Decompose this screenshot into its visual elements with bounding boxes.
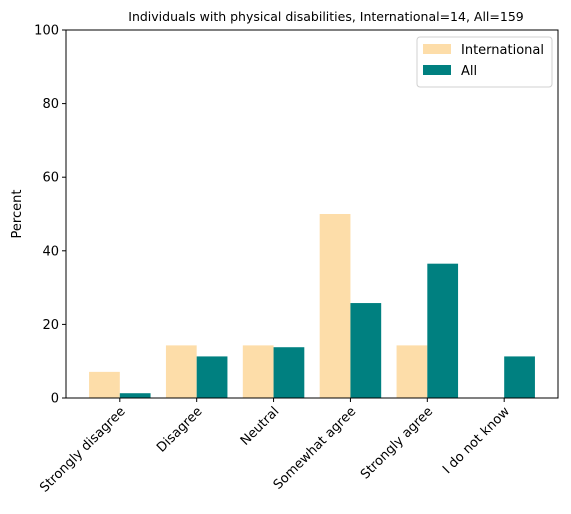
y-axis-label: Percent <box>10 190 25 239</box>
x-tick-label-2: Neutral <box>238 404 283 449</box>
legend-swatch-international <box>423 44 451 54</box>
x-tick-label-1: Disagree <box>154 404 205 455</box>
bar-international-4 <box>396 345 428 398</box>
bar-all-1 <box>196 356 228 398</box>
bar-all-0 <box>119 393 151 398</box>
y-tick-label-80: 80 <box>42 97 59 112</box>
y-tick-label-0: 0 <box>51 392 59 407</box>
x-tick-label-0: Strongly disagree <box>37 404 128 495</box>
y-tick-label-40: 40 <box>42 244 59 259</box>
y-tick-label-60: 60 <box>42 171 59 186</box>
axes-group: 0 20 40 60 80 100 Strongly disagree Disagree Neu… <box>34 24 559 496</box>
chart-title: Individuals with physical disabilities, … <box>128 9 524 24</box>
bar-international-3 <box>319 214 351 398</box>
bar-all-3 <box>350 303 382 398</box>
bars-group <box>89 214 535 398</box>
legend-label-international: International <box>461 43 544 58</box>
x-tick-label-3: Somewhat agree <box>271 404 360 493</box>
x-tick-label-5: I do not know <box>440 404 513 477</box>
bar-all-5 <box>504 356 535 398</box>
plot-frame <box>65 29 559 399</box>
bar-international-0 <box>89 371 120 398</box>
legend-label-all: All <box>461 64 477 79</box>
bar-international-1 <box>165 345 197 398</box>
legend: International All <box>416 36 553 88</box>
y-tick-label-20: 20 <box>42 318 59 333</box>
bar-all-2 <box>273 347 305 398</box>
bar-international-2 <box>242 345 274 398</box>
y-tick-label-100: 100 <box>34 24 59 39</box>
x-tick-label-4: Strongly agree <box>358 404 436 482</box>
legend-swatch-all <box>423 65 451 75</box>
bar-all-4 <box>427 263 459 398</box>
